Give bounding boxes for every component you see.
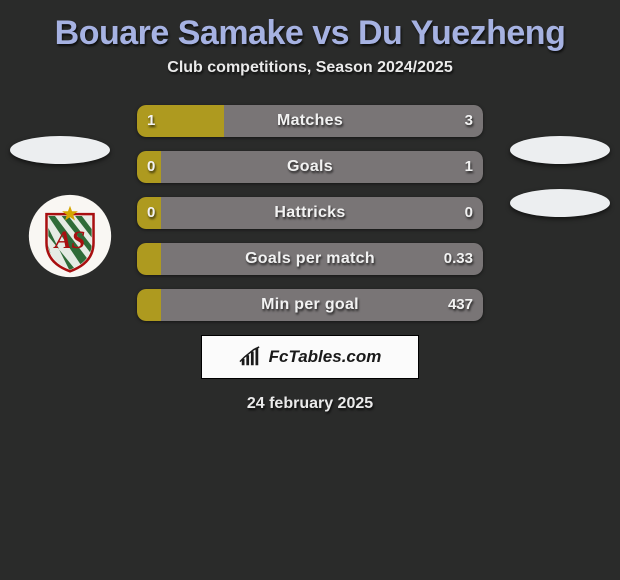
card-root: Bouare Samake vs Du Yuezheng Club compet… (0, 14, 620, 580)
stat-label: Goals (137, 151, 483, 183)
stat-row: 00Hattricks (137, 197, 483, 229)
stat-label: Min per goal (137, 289, 483, 321)
bars-icon (239, 346, 261, 368)
page-title: Bouare Samake vs Du Yuezheng (0, 14, 620, 53)
stat-row: 437Min per goal (137, 289, 483, 321)
stat-row: 13Matches (137, 105, 483, 137)
svg-text:AS: AS (53, 227, 86, 254)
club-crest: AS (28, 194, 112, 278)
date-text: 24 february 2025 (0, 395, 620, 413)
stat-label: Matches (137, 105, 483, 137)
player-right-badge-flag (510, 136, 610, 164)
watermark-text: FcTables.com (269, 347, 382, 367)
stat-row: 0.33Goals per match (137, 243, 483, 275)
stat-label: Hattricks (137, 197, 483, 229)
subtitle: Club competitions, Season 2024/2025 (0, 59, 620, 77)
player-left-badge (10, 136, 110, 164)
stat-row: 01Goals (137, 151, 483, 183)
watermark-brand: FcTables.com (201, 335, 419, 379)
stat-label: Goals per match (137, 243, 483, 275)
player-right-badge-club (510, 189, 610, 217)
stats-bars: 13Matches 01Goals 00Hattricks 0.33Goals per… (137, 105, 483, 321)
